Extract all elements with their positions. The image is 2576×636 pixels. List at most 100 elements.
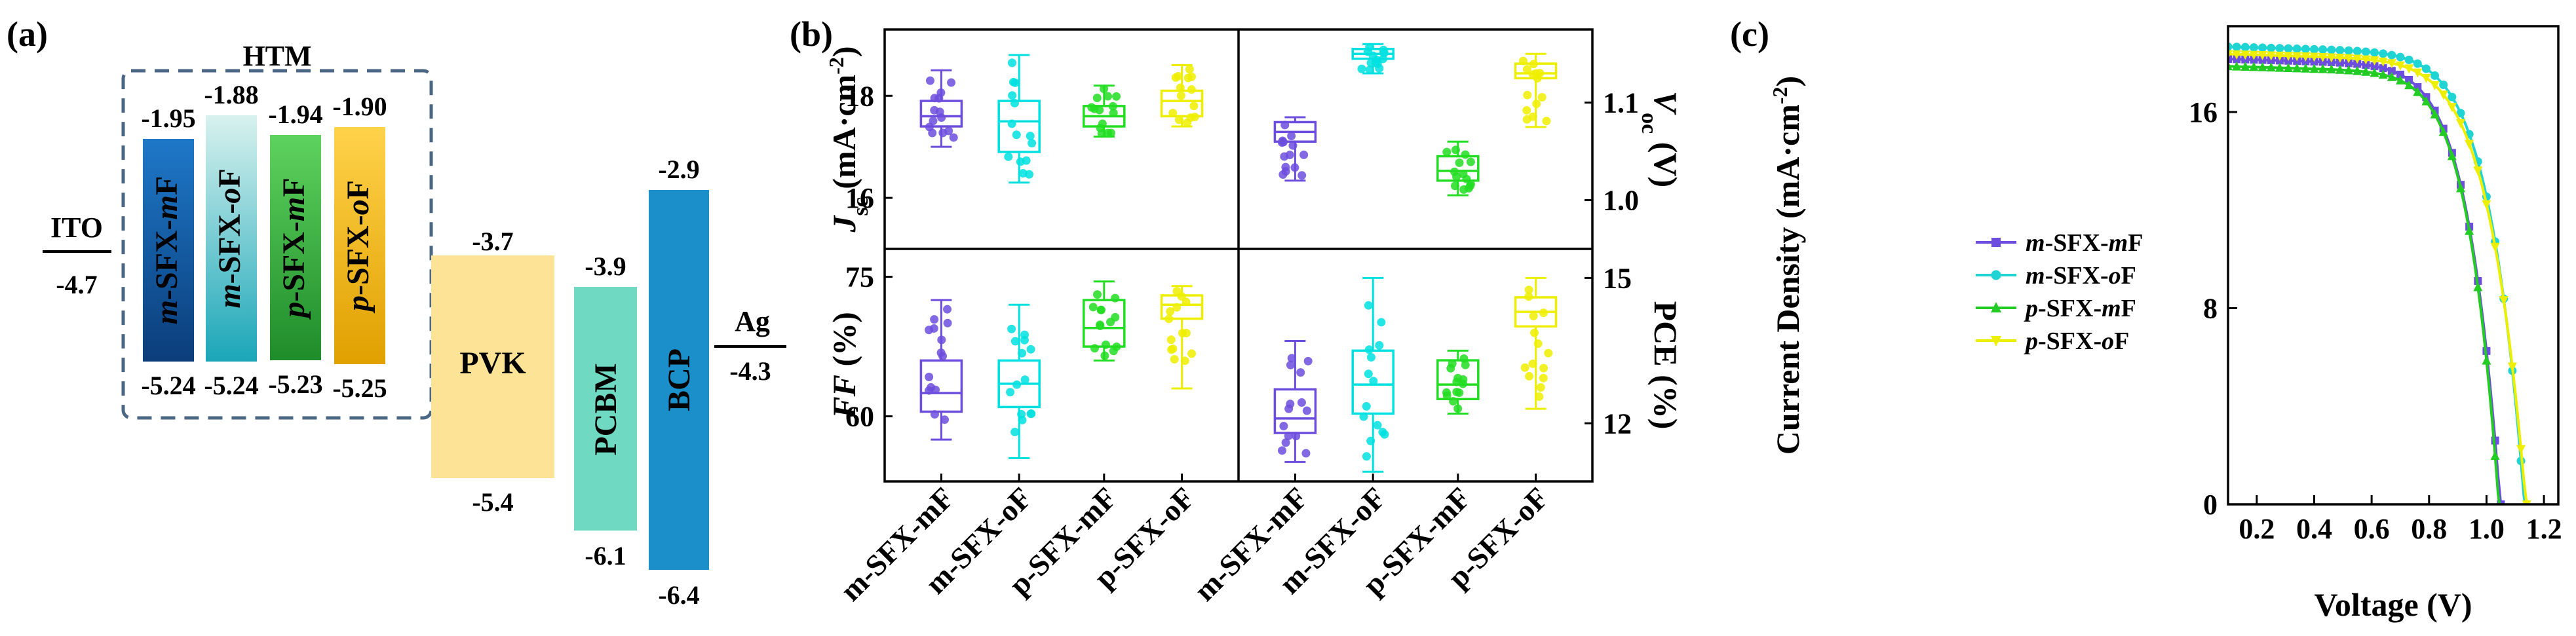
- tick-label: 18: [845, 80, 874, 112]
- jv-marker: [2361, 66, 2371, 76]
- tick-label: 16: [845, 182, 874, 214]
- jv-marker: [2465, 140, 2474, 149]
- jv-marker: [2336, 46, 2345, 55]
- box-point: [1290, 163, 1299, 172]
- box-point: [1111, 293, 1120, 303]
- box-point: [1112, 92, 1121, 101]
- jv-marker: [2404, 80, 2414, 90]
- jv-marker: [2309, 45, 2318, 54]
- box-iqr: [1436, 359, 1480, 401]
- pcbm-label: PCBM: [588, 363, 623, 455]
- box-point: [1522, 115, 1531, 124]
- pcbm-bar: [574, 287, 637, 531]
- jv-marker: [2396, 52, 2405, 62]
- box-point: [1455, 158, 1464, 167]
- box-point: [1536, 383, 1545, 392]
- box-point: [1442, 391, 1451, 400]
- box-point: [1182, 328, 1191, 337]
- box-point: [1535, 392, 1544, 402]
- box-point: [1524, 292, 1533, 301]
- jv-marker: [2482, 355, 2491, 365]
- box-point: [1539, 364, 1548, 373]
- pvk-label: PVK: [459, 346, 526, 381]
- box-point: [1522, 105, 1531, 115]
- jv-marker: [2490, 450, 2500, 460]
- box-point: [1103, 128, 1112, 138]
- legend-label-1: m-SFX-mF: [2026, 229, 2143, 257]
- box-point: [1112, 342, 1121, 351]
- box-point: [1108, 102, 1117, 111]
- jv-marker: [2249, 43, 2258, 52]
- box-point: [1299, 150, 1309, 159]
- panel-c-frame: [2227, 25, 2560, 506]
- tick-label: 12: [1603, 407, 1632, 440]
- box-point: [1012, 130, 1021, 140]
- tick-label: 15: [1603, 262, 1632, 294]
- htm-label: HTM: [242, 40, 311, 72]
- htm-homo-level-4: -5.25: [332, 373, 387, 403]
- jv-marker: [2361, 47, 2370, 56]
- box-point: [1101, 340, 1110, 349]
- box-point: [1366, 58, 1375, 67]
- jv-marker: [2404, 55, 2413, 64]
- jv-marker: [2249, 62, 2259, 71]
- jv-marker: [2439, 80, 2448, 89]
- box-point: [1450, 181, 1459, 191]
- jv-marker: [2318, 64, 2328, 73]
- box-point: [1018, 168, 1028, 178]
- jv-marker: [2309, 64, 2319, 73]
- jv-marker: [2490, 242, 2500, 252]
- box-point: [1301, 449, 1311, 458]
- tick-label: 1.1: [1603, 87, 1639, 119]
- box-point: [1284, 432, 1293, 441]
- box-point: [1459, 185, 1469, 194]
- jv-marker: [2275, 62, 2284, 72]
- panel-c-jv-curves: 0.2 0.4 0.6 0.8 1.0 1.2 0 8 16 Voltage (V) Current…: [1768, 25, 2562, 623]
- jv-marker: [2413, 86, 2423, 96]
- htm-dashed-box: [121, 69, 433, 420]
- pvk-top-level: -3.7: [472, 227, 513, 256]
- box-point: [1461, 150, 1470, 159]
- box-point: [1364, 369, 1373, 379]
- htm-lumo-level-4: -1.90: [332, 92, 387, 121]
- box-point: [1087, 103, 1096, 112]
- box-point: [1529, 60, 1538, 69]
- box-point: [1453, 404, 1463, 413]
- jv-plot-area: [2228, 42, 2531, 504]
- box-point: [1277, 138, 1286, 147]
- pcbm-top-level: -3.9: [585, 252, 626, 281]
- box-point: [1093, 290, 1102, 299]
- box-point: [1177, 291, 1186, 301]
- jv-marker: [2430, 81, 2440, 90]
- jv-marker: [2344, 46, 2353, 55]
- legend-label-2: m-SFX-oF: [2026, 262, 2136, 290]
- box-point: [1171, 73, 1180, 82]
- box-point: [1167, 345, 1176, 354]
- box-point: [1096, 124, 1105, 133]
- box-point: [1111, 312, 1120, 322]
- box-point: [931, 385, 940, 394]
- bcp-bottom-level: -6.4: [658, 580, 699, 610]
- bcp-bar: [649, 190, 709, 570]
- jv-marker: [2232, 50, 2242, 60]
- box-point: [1379, 45, 1388, 54]
- box-point: [1544, 348, 1553, 358]
- box-point: [1008, 58, 1017, 67]
- jv-marker: [2455, 119, 2465, 128]
- box-point: [1281, 162, 1290, 172]
- pvk-bottom-level: -5.4: [472, 487, 513, 517]
- jv-marker: [2249, 50, 2259, 60]
- box-point: [1359, 412, 1368, 421]
- box-point: [1012, 380, 1022, 389]
- jv-marker: [2370, 67, 2379, 77]
- box-point: [1455, 388, 1464, 398]
- box-point: [1366, 353, 1375, 362]
- box-point: [1279, 421, 1288, 430]
- box-point: [1451, 145, 1460, 155]
- box-point: [1006, 388, 1015, 397]
- htm-name-1: m-SFX-mF: [149, 176, 184, 325]
- jv-marker: [2499, 296, 2509, 306]
- box-point: [1284, 404, 1294, 413]
- ito-label: ITO: [50, 212, 103, 244]
- htm-homo-level-1: -5.24: [141, 371, 195, 400]
